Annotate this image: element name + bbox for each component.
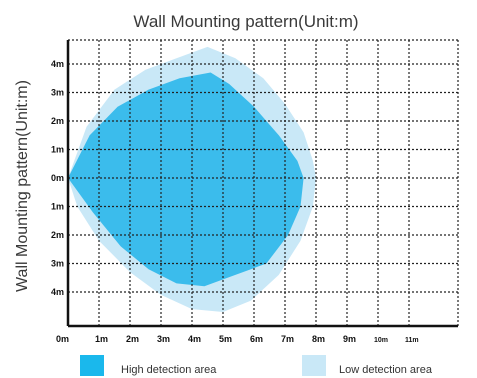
high-detection-area-shape [68, 72, 304, 287]
x-tick-label: 2m [126, 334, 139, 344]
x-tick-label: 5m [219, 334, 232, 344]
axes [66, 40, 458, 328]
x-tick-label: 1m [95, 334, 108, 344]
x-tick-label: 11m [405, 337, 419, 344]
y-tick-label: 1m [51, 202, 64, 212]
y-tick-label: 4m [51, 287, 64, 297]
y-tick-labels: 4m 3m 2m 1m 0m 1m 2m 3m 4m [51, 59, 64, 297]
x-tick-label: 7m [281, 334, 294, 344]
x-tick-label: 10m [374, 337, 388, 344]
x-tick-label: 6m [250, 334, 263, 344]
x-tick-labels: 0m 1m 2m 3m 4m 5m 6m 7m 8m 9m 10m 11m [56, 334, 419, 344]
y-tick-label: 4m [51, 59, 64, 69]
legend-swatch [80, 355, 104, 376]
x-tick-label: 0m [56, 334, 69, 344]
x-tick-label: 4m [188, 334, 201, 344]
grid-lines [68, 39, 459, 326]
x-tick-label: 8m [312, 334, 325, 344]
legend: High detection area Low detection area [80, 355, 433, 376]
legend-swatch [302, 355, 326, 376]
y-tick-label: 2m [51, 230, 64, 240]
y-tick-label: 0m [51, 173, 64, 183]
x-tick-label: 3m [157, 334, 170, 344]
y-tick-label: 2m [51, 116, 64, 126]
chart-title: Wall Mounting pattern(Unit:m) [133, 12, 358, 31]
y-tick-label: 3m [51, 88, 64, 98]
y-axis-label: Wall Mounting pattern(Unit:m) [14, 80, 31, 292]
y-tick-label: 1m [51, 145, 64, 155]
legend-label: Low detection area [339, 364, 433, 376]
x-tick-label: 9m [343, 334, 356, 344]
legend-label: High detection area [121, 364, 217, 376]
y-tick-label: 3m [51, 259, 64, 269]
